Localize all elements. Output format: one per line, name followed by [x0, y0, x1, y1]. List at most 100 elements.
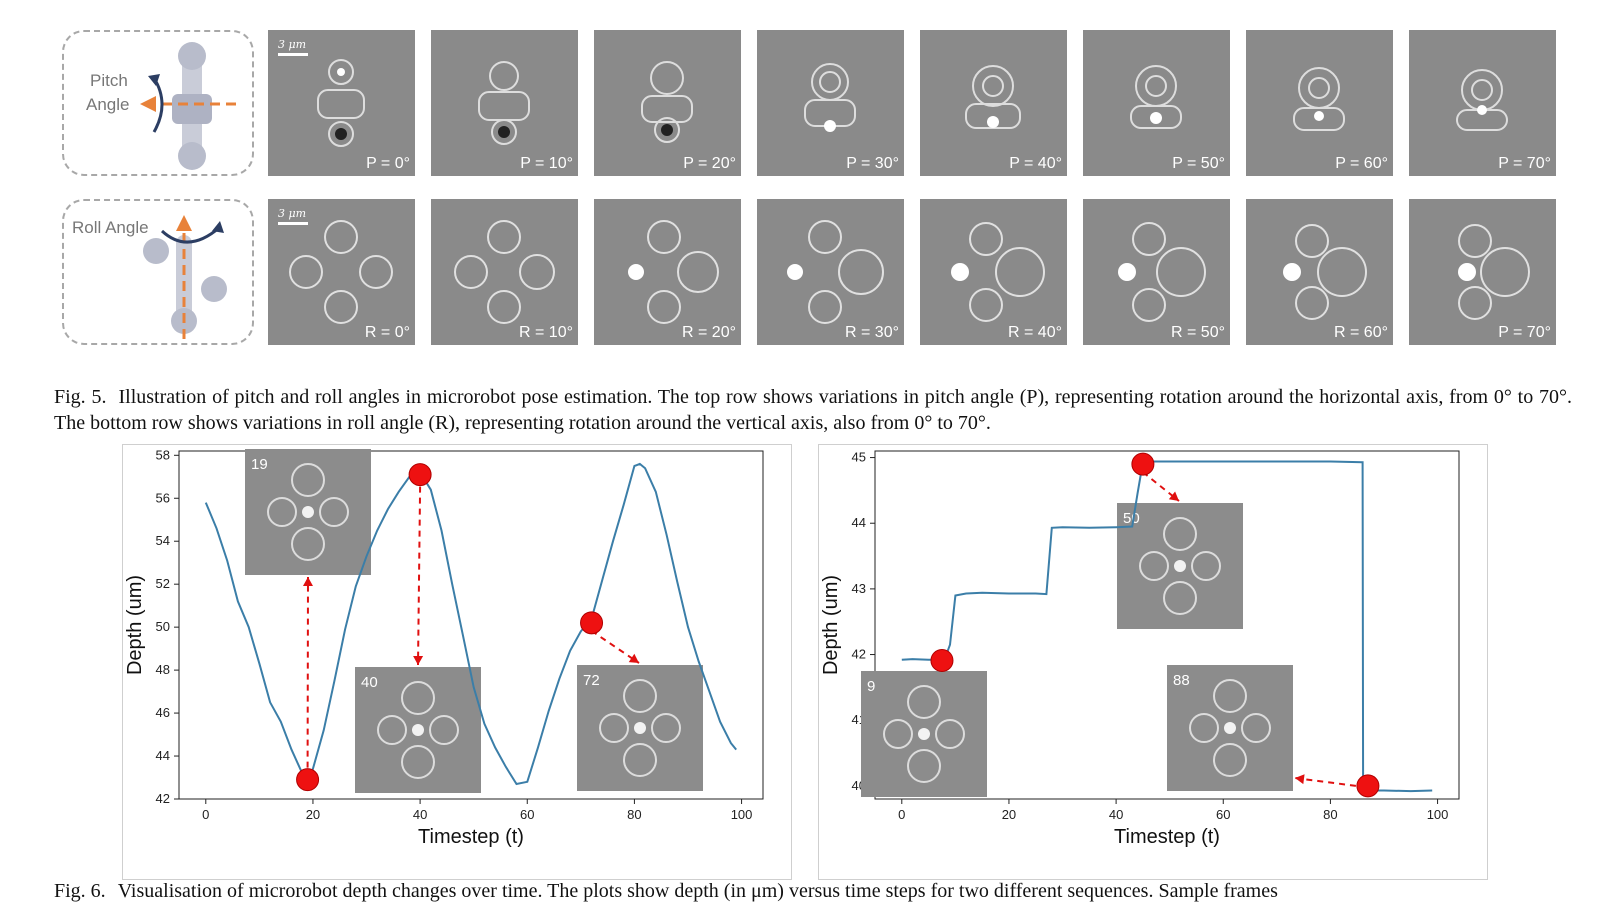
- robot-core: [302, 506, 314, 518]
- pitch-frame-70: P = 70°: [1409, 30, 1556, 176]
- y-tick-label: 50: [156, 619, 170, 634]
- x-tick-label: 100: [1427, 807, 1449, 822]
- y-tick-label: 56: [156, 490, 170, 505]
- sample-frame-number: 40: [361, 674, 378, 691]
- robot-core: [634, 722, 646, 734]
- highlight-marker: [297, 769, 319, 791]
- pitch-frame-30: P = 30°: [757, 30, 904, 176]
- x-tick-label: 60: [1216, 807, 1230, 822]
- figure-5-number: Fig. 5.: [54, 386, 107, 408]
- x-tick-label: 0: [898, 807, 905, 822]
- pitch-frame-0: 3 μm P = 0°: [268, 30, 415, 176]
- angle-label: P = 70°: [1498, 324, 1551, 342]
- angle-label: P = 0°: [366, 155, 410, 173]
- y-tick-label: 48: [156, 662, 170, 677]
- highlight-arrowhead: [303, 577, 313, 586]
- y-tick-label: 45: [852, 450, 866, 465]
- sample-frame-number: 9: [867, 678, 875, 695]
- roll-frame-20: R = 20°: [594, 199, 741, 345]
- pitch-frame-50: P = 50°: [1083, 30, 1230, 176]
- pitch-schematic: Pitch Angle: [62, 30, 254, 176]
- x-tick-label: 80: [1323, 807, 1337, 822]
- angle-label: R = 60°: [1334, 324, 1388, 342]
- pitch-frame-10: P = 10°: [431, 30, 578, 176]
- sample-frame-number: 50: [1123, 510, 1140, 527]
- y-tick-label: 46: [156, 705, 170, 720]
- roll-frame-70: P = 70°: [1409, 199, 1556, 345]
- robot-core: [918, 728, 930, 740]
- figure-6-number: Fig. 6.: [54, 880, 106, 902]
- x-tick-label: 40: [1109, 807, 1123, 822]
- x-tick-label: 20: [1002, 807, 1016, 822]
- pitch-frame-60: P = 60°: [1246, 30, 1393, 176]
- angle-label: P = 60°: [1335, 155, 1388, 173]
- pitch-label-1: Pitch: [90, 70, 128, 92]
- angle-label: R = 20°: [682, 324, 736, 342]
- sample-frame-number: 19: [251, 456, 268, 473]
- x-axis-title: Timestep (t): [1114, 826, 1220, 848]
- depth-chart-left: 0 20 40 60 80 100 42 44 46 48 50 52 54 56 58 Timestep (…: [122, 444, 792, 880]
- pitch-frame-40: P = 40°: [920, 30, 1067, 176]
- x-tick-label: 60: [520, 807, 534, 822]
- highlight-marker: [931, 649, 953, 671]
- figure-6-caption: Fig. 6. Visualisation of microrobot depth…: [54, 878, 1572, 904]
- angle-label: R = 30°: [845, 324, 899, 342]
- highlight-marker: [1357, 775, 1379, 797]
- x-tick-label: 100: [731, 807, 753, 822]
- sample-frame-inset: 40: [355, 667, 481, 793]
- x-tick-label: 20: [306, 807, 320, 822]
- highlight-marker: [409, 464, 431, 486]
- angle-label: P = 40°: [1009, 155, 1062, 173]
- x-tick-label: 80: [627, 807, 641, 822]
- roll-frame-40: R = 40°: [920, 199, 1067, 345]
- pitch-label-2: Angle: [86, 94, 129, 116]
- y-tick-label: 54: [156, 533, 170, 548]
- roll-frame-0: 3 μm R = 0°: [268, 199, 415, 345]
- robot-core: [1174, 560, 1186, 572]
- roll-frame-10: R = 10°: [431, 199, 578, 345]
- y-axis-title: Depth (um): [820, 575, 842, 675]
- roll-frame-30: R = 30°: [757, 199, 904, 345]
- depth-chart-left-svg: 0 20 40 60 80 100 42 44 46 48 50 52 54 56 58 Timestep (…: [123, 445, 791, 879]
- y-tick-label: 44: [156, 748, 170, 763]
- angle-label: R = 50°: [1171, 324, 1225, 342]
- robot-core: [412, 724, 424, 736]
- y-tick-label: 43: [852, 581, 866, 596]
- robot-core: [1224, 722, 1236, 734]
- angle-label: P = 30°: [846, 155, 899, 173]
- y-tick-label: 52: [156, 576, 170, 591]
- sample-frame-number: 72: [583, 672, 600, 689]
- highlight-arrowhead: [413, 656, 423, 665]
- sample-frame-inset: 72: [577, 665, 703, 791]
- figure-5-caption: Fig. 5.Illustration of pitch and roll an…: [54, 384, 1572, 436]
- sample-frame-inset: 9: [861, 671, 987, 797]
- y-tick-label: 42: [156, 791, 170, 806]
- sample-frame-inset: 19: [245, 449, 371, 575]
- angle-label: P = 70°: [1498, 155, 1551, 173]
- figure-6-caption-text: Visualisation of microrobot depth change…: [118, 880, 1278, 902]
- angle-label: R = 10°: [519, 324, 573, 342]
- angle-label: P = 50°: [1172, 155, 1225, 173]
- highlight-marker: [581, 612, 603, 634]
- highlight-arrow: [1295, 778, 1356, 786]
- roll-label: Roll Angle: [72, 217, 149, 239]
- x-axis-title: Timestep (t): [418, 826, 524, 848]
- highlight-arrowhead: [629, 654, 639, 663]
- roll-frame-50: R = 50°: [1083, 199, 1230, 345]
- highlight-arrow: [418, 487, 420, 665]
- sample-frame-inset: 88: [1167, 665, 1293, 791]
- y-tick-label: 58: [156, 447, 170, 462]
- sample-frame-number: 88: [1173, 672, 1190, 689]
- figure-5-caption-text: Illustration of pitch and roll angles in…: [54, 386, 1572, 434]
- angle-label: P = 10°: [520, 155, 573, 173]
- x-tick-label: 40: [413, 807, 427, 822]
- angle-label: R = 0°: [365, 324, 410, 342]
- roll-row: Roll Angle 3 μm R = 0° R = 10° R = 20° R…: [62, 199, 1556, 345]
- pitch-row: Pitch Angle 3 μm P = 0° P = 10° P = 20° …: [62, 30, 1556, 176]
- x-tick-label: 0: [202, 807, 209, 822]
- y-tick-label: 44: [852, 515, 866, 530]
- highlight-marker: [1132, 453, 1154, 475]
- pitch-frame-20: P = 20°: [594, 30, 741, 176]
